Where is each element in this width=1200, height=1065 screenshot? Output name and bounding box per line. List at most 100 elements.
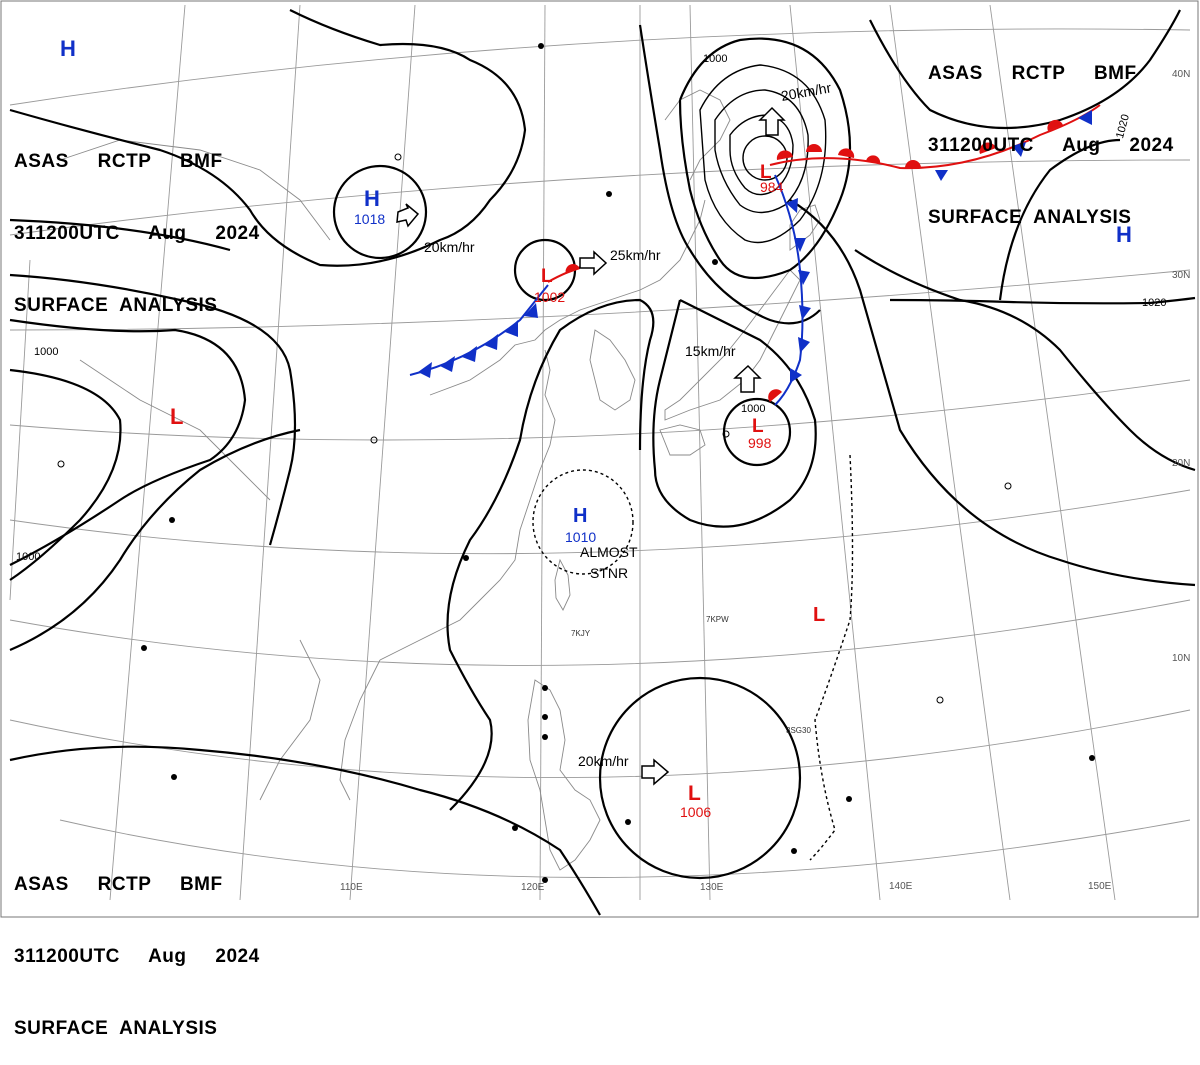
low-center-1002: L: [541, 266, 553, 287]
lat-25n-line: [9, 379, 1191, 441]
station-code-kpw: 7KPW: [706, 615, 729, 624]
station-circle-icon: [512, 825, 518, 831]
cold-front-tri: [794, 238, 806, 252]
header-line-2: 311200UTC Aug 2024: [14, 223, 260, 244]
sakhalin-coast: [664, 89, 731, 181]
cold-front-tri: [798, 270, 810, 285]
station-circle-icon: [936, 696, 944, 704]
lat-label-30n: 30N: [1172, 270, 1190, 281]
hollow-arrow-icon: [733, 364, 762, 393]
low-center-1006: L: [688, 782, 701, 805]
motion-label-l984: 20km/hr: [780, 79, 833, 104]
warm-front-east-line: [769, 104, 1101, 170]
high-center-east: H: [1116, 222, 1132, 247]
isobar-label-d: 1000: [741, 403, 765, 415]
cold-front-japan: [768, 174, 811, 406]
header-line-1: ASAS RCTP BMF: [14, 874, 223, 895]
lat-35n-line: [9, 159, 1191, 236]
header-line-1: ASAS RCTP BMF: [928, 63, 1137, 84]
lon-110e-line: [349, 4, 416, 901]
lat-label-10n: 10N: [1172, 653, 1190, 664]
low-center-west: L: [170, 404, 183, 429]
station-code-kjy: 7KJY: [571, 629, 591, 638]
motion-label-l1002: 25km/hr: [610, 247, 661, 263]
warm-front-semicircle: [776, 150, 793, 160]
station-circle-icon: [538, 43, 544, 49]
low-center-984: L: [760, 162, 772, 183]
header-line-2: 311200UTC Aug 2024: [928, 135, 1174, 156]
cold-front-tri: [790, 368, 802, 383]
japan-hokkaido: [789, 204, 821, 251]
lon-105e-line: [239, 4, 301, 901]
high-center-nw: H: [60, 36, 76, 61]
isobar-label-a: 1000: [34, 346, 58, 358]
warm-front-semicircle: [1047, 119, 1063, 131]
station-circle-icon: [846, 796, 852, 802]
indochina-coast: [259, 639, 381, 801]
taiwan-island: [554, 558, 571, 611]
isobar-south: [9, 745, 601, 916]
header-line-3: SURFACE ANALYSIS: [928, 207, 1132, 228]
cold-front-west-line: [409, 284, 549, 376]
station-plots: [57, 43, 1095, 883]
china-east-coast: [379, 349, 556, 661]
isobar-label-f: 1020: [1142, 297, 1166, 309]
lat-5n-line: [59, 819, 1191, 878]
motion-label-h1010-almost: ALMOST: [580, 544, 638, 560]
station-circle-icon: [57, 460, 65, 468]
motion-label-l1006: 20km/hr: [578, 753, 629, 769]
isobar-h1018: [332, 164, 428, 260]
isobar-northeast: [869, 9, 1181, 130]
inland-borders: [59, 139, 331, 501]
hollow-arrow-icon: [758, 106, 786, 136]
isobar-984-outer: [678, 37, 852, 280]
station-circle-icon: [1004, 482, 1012, 490]
lat-label-40n: 40N: [1172, 69, 1190, 80]
hollow-arrow-icon: [641, 758, 670, 786]
warm-front-semicircle: [866, 155, 881, 164]
stationary-front-tri: [935, 170, 948, 181]
lon-150e-line: [989, 4, 1116, 901]
low-center-998: L: [752, 416, 764, 437]
station-code-sgo: 3SG30: [786, 726, 811, 735]
isobar-l1006: [598, 676, 802, 880]
motion-label-l998: 15km/hr: [685, 343, 736, 359]
cold-front-japan-line: [774, 174, 804, 406]
station-circle-icon: [542, 734, 548, 740]
header-line-3: SURFACE ANALYSIS: [14, 295, 218, 316]
warm-front-semicircle: [806, 144, 822, 152]
lon-95e-line: [9, 259, 31, 601]
cold-front-tri: [440, 356, 455, 372]
japan-kyushu: [659, 424, 706, 456]
high-center-1018: H: [364, 186, 380, 211]
isobar-984-2: [699, 64, 827, 244]
motion-label-h1018: 20km/hr: [424, 239, 475, 255]
station-circle-icon: [712, 259, 718, 265]
warm-front-semicircle: [838, 148, 855, 158]
isobar-label-c: 1000: [703, 53, 727, 65]
hollow-arrow-icon: [396, 203, 420, 228]
hollow-arrow-icon: [579, 250, 608, 276]
low-center-east: L: [813, 604, 825, 626]
lat-10n-line: [9, 709, 1191, 779]
isobar-1000-west: [9, 318, 247, 566]
cold-front-tri: [462, 346, 477, 362]
isobar-east-3: [789, 199, 1196, 587]
header-line-2: 311200UTC Aug 2024: [14, 946, 260, 967]
cold-front-west: [409, 284, 549, 378]
lon-label-120e: 120E: [521, 882, 545, 893]
isobar-1020-east: [889, 138, 1196, 305]
lat-30n-line: [9, 269, 1191, 331]
lon-130e-line: [689, 4, 711, 901]
cold-front-tri: [798, 337, 810, 353]
warm-front-semicircle: [565, 264, 580, 274]
low-pressure-1002: 1002: [534, 289, 565, 305]
cold-front-tri: [786, 198, 798, 213]
header-bottom-left: ASAS RCTP BMF 311200UTC Aug 2024 SURFACE…: [14, 825, 260, 1065]
low-pressure-984: 984: [760, 179, 784, 195]
isobar-label-b: 1000: [16, 551, 40, 563]
warm-front-semicircle: [768, 389, 782, 402]
lon-120e-line: [539, 4, 546, 901]
lon-label-140e: 140E: [889, 881, 913, 892]
lat-20n-line: [9, 489, 1191, 555]
